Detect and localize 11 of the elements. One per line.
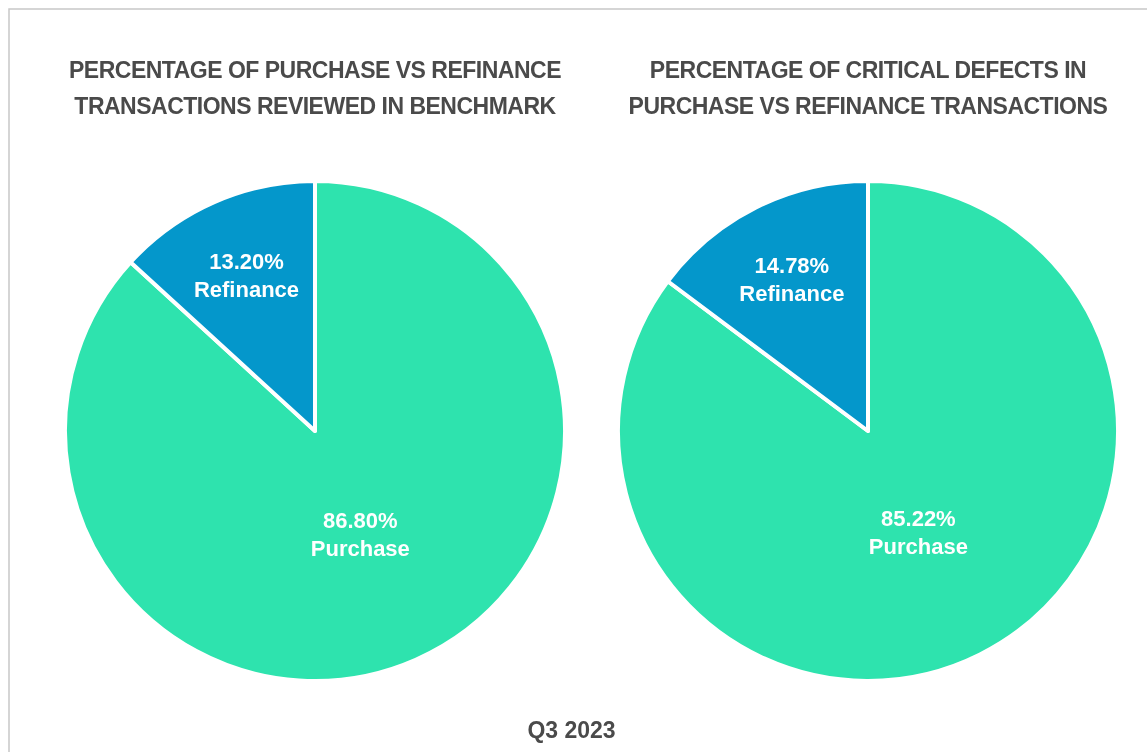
slice-label: Refinance (739, 281, 845, 306)
slice-label: Purchase (868, 533, 968, 559)
slice-label: Refinance (193, 277, 300, 303)
slice-label: Purchase (310, 535, 410, 561)
data-label: 13.20% (209, 249, 284, 275)
chart-title: PERCENTAGE OF CRITICAL DEFECTS IN PURCHASE VS REFINANCE TRANSACTIONS (628, 57, 1108, 119)
chart-title: PERCENTAGE OF PURCHASE VS REFINANCE TRANSACTIONS REVIEWED IN BENCHMARK (69, 57, 562, 119)
data-label: 86.80% (323, 507, 398, 533)
text: Q3 2023 (527, 717, 616, 743)
data-label: 14.78% (754, 253, 830, 278)
data-label: 85.22% (881, 505, 956, 531)
